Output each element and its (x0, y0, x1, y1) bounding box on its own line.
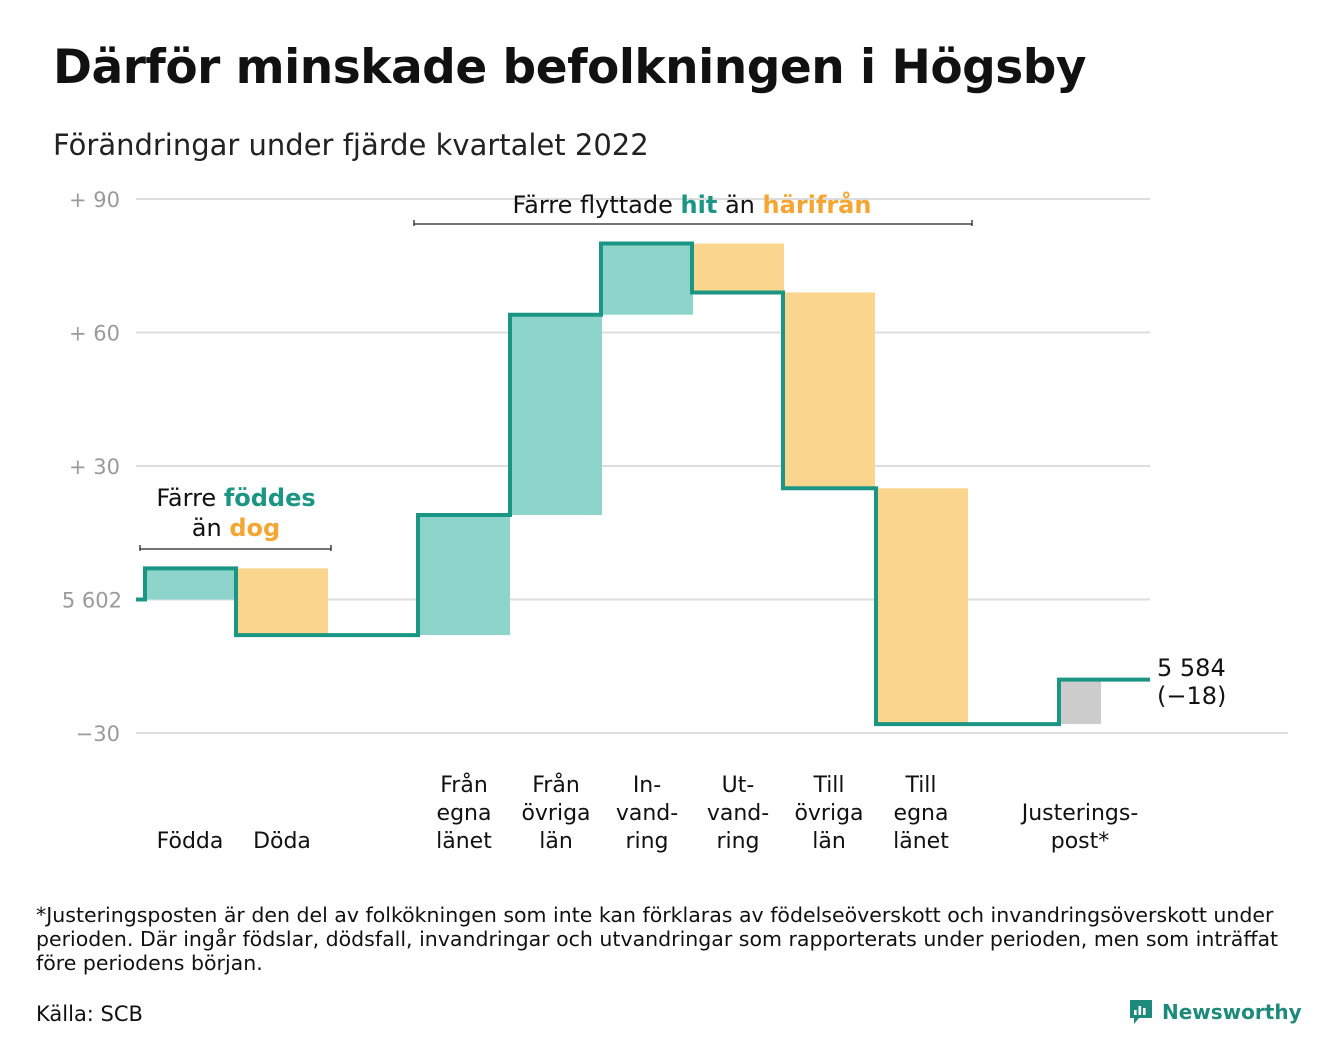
waterfall-bar (145, 568, 237, 600)
category-label: Födda (157, 829, 224, 854)
waterfall-bar (418, 514, 510, 636)
source-label: Källa: SCB (36, 1002, 143, 1026)
category-label: Döda (253, 829, 311, 854)
end-value-label: 5 584 (1157, 654, 1226, 682)
brand: Newsworthy (1128, 998, 1302, 1026)
waterfall-bar (1059, 679, 1101, 725)
annotations: Färre föddes än dog Färre flyttade hit ä… (139, 190, 973, 551)
y-tick-label: + 90 (69, 188, 120, 212)
category-label: In-vand-ring (616, 773, 678, 854)
end-labels: 5 584 (−18) (1157, 654, 1226, 710)
start-value-label: 5 602 (62, 589, 122, 613)
chart-subtitle: Förändringar under fjärde kvartalet 2022 (53, 128, 649, 162)
footnote: *Justeringsposten är den del av folkökni… (36, 903, 1279, 975)
waterfall-bar (783, 292, 875, 489)
y-tick-label: + 30 (69, 455, 120, 479)
waterfall-bar (601, 243, 693, 315)
category-label: Från övriga län (521, 772, 590, 854)
running-total-line (136, 241, 1150, 727)
annotation-migration: Färre flyttade hit än härifrån (513, 190, 872, 219)
brand-name: Newsworthy (1162, 1000, 1302, 1024)
waterfall-bar (510, 314, 602, 515)
waterfall-bar (876, 488, 968, 725)
waterfall-bar (692, 243, 784, 293)
category-label: Från egna länet (436, 772, 492, 854)
bars (145, 243, 1101, 725)
y-tick-label: + 60 (69, 322, 120, 346)
waterfall-chart: + 90 + 60 + 30 5 602 −30 Födda Döda Från egna lä… (62, 188, 1288, 854)
end-change-label: (−18) (1157, 682, 1226, 710)
annotation-births-line2: än dog (192, 514, 280, 542)
category-label: Justerings-post* (1020, 801, 1139, 854)
category-label: Ut-vand-ring (707, 773, 769, 854)
waterfall-bar (236, 568, 328, 636)
category-labels: Födda Döda Från egna länet Från övriga län In-va… (157, 772, 1139, 854)
annotation-births-line1: Färre föddes (156, 484, 315, 512)
y-axis-ticks: + 90 + 60 + 30 5 602 −30 (62, 188, 122, 746)
category-label: Till övriga län (794, 773, 863, 854)
newsworthy-logo-icon (1130, 1000, 1152, 1024)
category-label: Till egna länet (893, 773, 949, 854)
chart-title: Därför minskade befolkningen i Högsby (53, 40, 1087, 95)
y-tick-label: −30 (76, 722, 120, 746)
